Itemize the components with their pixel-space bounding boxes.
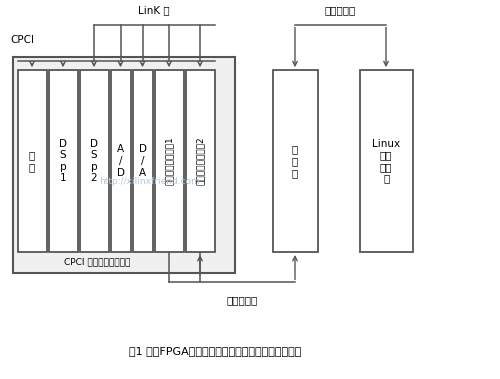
- Text: 以太网数据通讯板2: 以太网数据通讯板2: [196, 137, 204, 185]
- Text: D
S
p
2: D S p 2: [90, 139, 98, 183]
- Text: CPCI: CPCI: [10, 36, 34, 45]
- Text: LinK 口: LinK 口: [138, 5, 170, 15]
- Bar: [110, 70, 130, 252]
- Bar: [18, 70, 46, 252]
- Bar: [360, 70, 412, 252]
- Text: 路
山
器: 路 山 器: [292, 144, 298, 178]
- Bar: [154, 70, 184, 252]
- Text: 图1 基于FPGA的千兆以太网通信板的系统应用原理图: 图1 基于FPGA的千兆以太网通信板的系统应用原理图: [129, 346, 301, 356]
- Text: http://xilinxfriend.com: http://xilinxfriend.com: [100, 177, 200, 186]
- Bar: [48, 70, 78, 252]
- Bar: [272, 70, 318, 252]
- Text: CPCI 架构信号处理平台: CPCI 架构信号处理平台: [64, 257, 130, 266]
- Text: 千兆以太网: 千兆以太网: [226, 296, 258, 305]
- Text: A
/
D: A / D: [116, 144, 124, 178]
- Text: Linux
集群
计算
机: Linux 集群 计算 机: [372, 139, 400, 183]
- Text: D
S
p
1: D S p 1: [59, 139, 67, 183]
- Text: D
/
A: D / A: [138, 144, 146, 178]
- Bar: [80, 70, 108, 252]
- Bar: [186, 70, 214, 252]
- Text: 以太网数据通讯板1: 以太网数据通讯板1: [164, 137, 173, 185]
- Bar: [132, 70, 152, 252]
- Text: 千兆以太网: 千兆以太网: [325, 5, 356, 15]
- Text: 主
板: 主 板: [29, 150, 35, 172]
- Bar: [12, 57, 235, 273]
